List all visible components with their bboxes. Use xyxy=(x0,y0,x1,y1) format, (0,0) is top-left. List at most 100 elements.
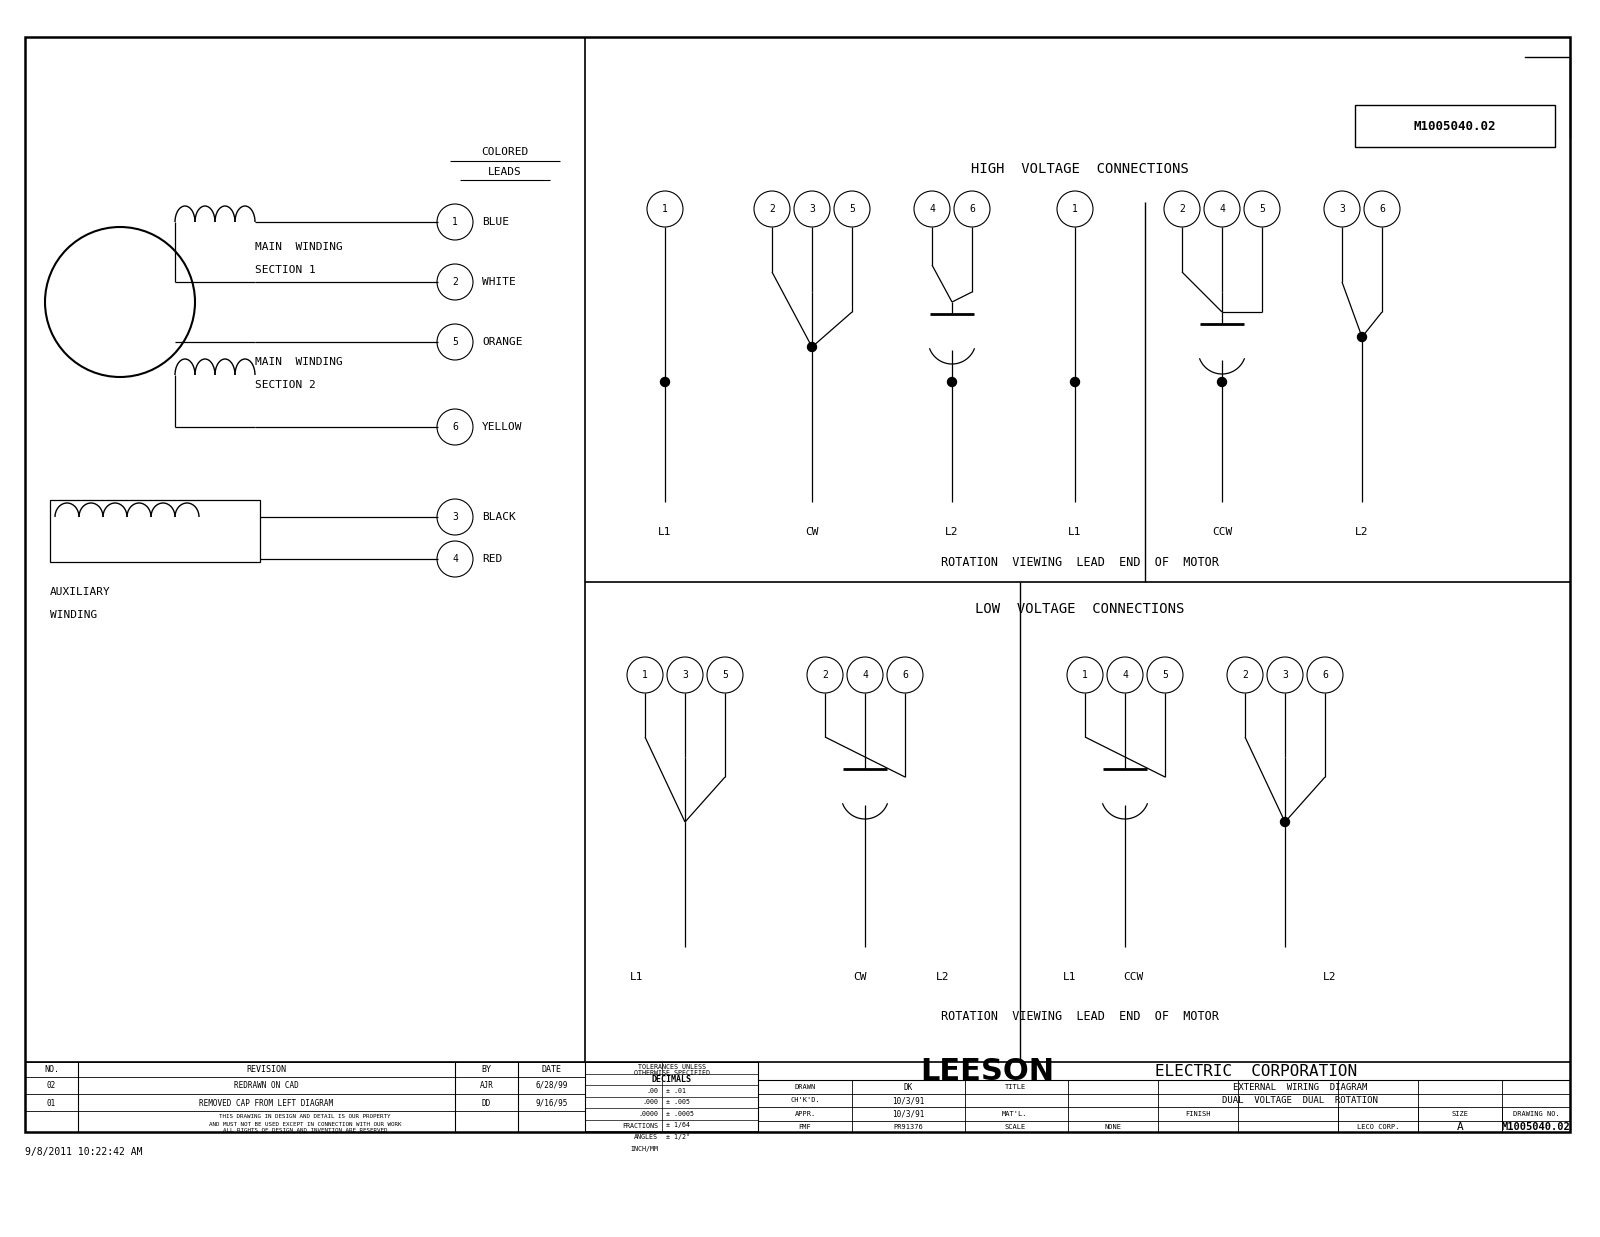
Text: 6: 6 xyxy=(970,204,974,214)
Text: 01: 01 xyxy=(46,1098,56,1107)
Text: OTHERWISE SPECIFIED: OTHERWISE SPECIFIED xyxy=(634,1070,709,1076)
Text: BLACK: BLACK xyxy=(482,512,515,522)
Circle shape xyxy=(947,377,957,386)
Text: HIGH  VOLTAGE  CONNECTIONS: HIGH VOLTAGE CONNECTIONS xyxy=(971,162,1189,176)
Text: LOW  VOLTAGE  CONNECTIONS: LOW VOLTAGE CONNECTIONS xyxy=(976,602,1184,616)
Text: TITLE: TITLE xyxy=(1005,1084,1026,1090)
Text: THIS DRAWING IN DESIGN AND DETAIL IS OUR PROPERTY: THIS DRAWING IN DESIGN AND DETAIL IS OUR… xyxy=(219,1115,390,1119)
Text: EXTERNAL  WIRING  DIAGRAM: EXTERNAL WIRING DIAGRAM xyxy=(1234,1082,1366,1091)
Text: 5: 5 xyxy=(1162,670,1168,680)
Text: FINISH: FINISH xyxy=(1186,1111,1211,1117)
Text: .0000: .0000 xyxy=(638,1111,658,1117)
Text: BLUE: BLUE xyxy=(482,216,509,228)
Text: 4: 4 xyxy=(453,554,458,564)
Text: ROTATION  VIEWING  LEAD  END  OF  MOTOR: ROTATION VIEWING LEAD END OF MOTOR xyxy=(941,1011,1219,1023)
Text: CH'K'D.: CH'K'D. xyxy=(790,1097,819,1103)
Text: SIZE: SIZE xyxy=(1451,1111,1469,1117)
Text: CCW: CCW xyxy=(1211,527,1232,537)
Text: L2: L2 xyxy=(1323,972,1336,982)
Circle shape xyxy=(1357,333,1366,341)
Text: DRAWN: DRAWN xyxy=(794,1084,816,1090)
Text: 4: 4 xyxy=(1122,670,1128,680)
Bar xyxy=(26,37,1570,1132)
Text: SECTION 1: SECTION 1 xyxy=(254,265,315,275)
Text: 2: 2 xyxy=(453,277,458,287)
Text: INCH/MM: INCH/MM xyxy=(630,1145,658,1152)
Text: RED: RED xyxy=(482,554,502,564)
Text: APPR.: APPR. xyxy=(794,1111,816,1117)
Text: MAIN  WINDING: MAIN WINDING xyxy=(254,242,342,252)
Text: DD: DD xyxy=(482,1098,491,1107)
Text: DRAWING NO.: DRAWING NO. xyxy=(1512,1111,1560,1117)
Text: 5: 5 xyxy=(453,336,458,348)
Circle shape xyxy=(808,343,816,351)
Text: 6: 6 xyxy=(902,670,907,680)
Text: 02: 02 xyxy=(46,1080,56,1090)
Text: 6: 6 xyxy=(1322,670,1328,680)
Text: 6/28/99: 6/28/99 xyxy=(536,1080,568,1090)
Text: 5: 5 xyxy=(850,204,854,214)
Text: 2: 2 xyxy=(770,204,774,214)
Text: 2: 2 xyxy=(1179,204,1186,214)
Text: ± 1/64: ± 1/64 xyxy=(666,1122,690,1128)
Text: WHITE: WHITE xyxy=(482,277,515,287)
Text: ± .01: ± .01 xyxy=(666,1089,686,1094)
Text: L1: L1 xyxy=(1069,527,1082,537)
Text: L1: L1 xyxy=(630,972,643,982)
Text: LECO CORP.: LECO CORP. xyxy=(1357,1124,1400,1131)
Text: LEADS: LEADS xyxy=(488,167,522,177)
Text: AUXILIARY: AUXILIARY xyxy=(50,588,110,597)
Text: 1: 1 xyxy=(1082,670,1088,680)
Text: 3: 3 xyxy=(453,512,458,522)
Text: 6: 6 xyxy=(1379,204,1386,214)
Text: ± .0005: ± .0005 xyxy=(666,1111,694,1117)
Text: NONE: NONE xyxy=(1104,1124,1122,1131)
Text: LEESON: LEESON xyxy=(920,1056,1054,1086)
Text: BY: BY xyxy=(482,1065,491,1075)
Text: MAT'L.: MAT'L. xyxy=(1002,1111,1027,1117)
Text: ELECTRIC  CORPORATION: ELECTRIC CORPORATION xyxy=(1155,1064,1357,1079)
Text: L2: L2 xyxy=(936,972,950,982)
Text: MAIN  WINDING: MAIN WINDING xyxy=(254,357,342,367)
Text: NO.: NO. xyxy=(45,1065,59,1075)
Text: REDRAWN ON CAD: REDRAWN ON CAD xyxy=(234,1080,299,1090)
Text: 3: 3 xyxy=(1339,204,1346,214)
Text: 4: 4 xyxy=(862,670,867,680)
Text: 4: 4 xyxy=(930,204,934,214)
Text: TOLERANCES UNLESS: TOLERANCES UNLESS xyxy=(637,1064,706,1070)
Text: PR91376: PR91376 xyxy=(893,1124,923,1131)
Text: 9/16/95: 9/16/95 xyxy=(536,1098,568,1107)
Text: DECIMALS: DECIMALS xyxy=(651,1075,691,1084)
Text: A: A xyxy=(1456,1122,1464,1132)
Text: REMOVED CAP FROM LEFT DIAGRAM: REMOVED CAP FROM LEFT DIAGRAM xyxy=(200,1098,333,1107)
Text: ORANGE: ORANGE xyxy=(482,336,523,348)
Text: 3: 3 xyxy=(682,670,688,680)
Text: 9/8/2011 10:22:42 AM: 9/8/2011 10:22:42 AM xyxy=(26,1147,142,1157)
Text: 2: 2 xyxy=(1242,670,1248,680)
Text: 10/3/91: 10/3/91 xyxy=(891,1096,925,1105)
Text: ANGLES: ANGLES xyxy=(634,1134,658,1141)
Text: 10/3/91: 10/3/91 xyxy=(891,1110,925,1118)
Text: L1: L1 xyxy=(1064,972,1077,982)
Text: FMF: FMF xyxy=(798,1124,811,1131)
Text: CW: CW xyxy=(853,972,867,982)
Text: 4: 4 xyxy=(1219,204,1226,214)
Text: WINDING: WINDING xyxy=(50,610,98,620)
Text: 3: 3 xyxy=(1282,670,1288,680)
Text: COLORED: COLORED xyxy=(482,147,528,157)
Text: 1: 1 xyxy=(1072,204,1078,214)
Text: 3: 3 xyxy=(810,204,814,214)
Text: DATE: DATE xyxy=(541,1065,562,1075)
Text: ALL RIGHTS OF DESIGN AND INVENTION ARE RESERVED: ALL RIGHTS OF DESIGN AND INVENTION ARE R… xyxy=(222,1127,387,1133)
Text: 5: 5 xyxy=(1259,204,1266,214)
Text: 1: 1 xyxy=(662,204,667,214)
Text: AND MUST NOT BE USED EXCEPT IN CONNECTION WITH OUR WORK: AND MUST NOT BE USED EXCEPT IN CONNECTIO… xyxy=(208,1122,402,1127)
Bar xyxy=(586,1063,758,1132)
Text: L2: L2 xyxy=(946,527,958,537)
Text: L1: L1 xyxy=(658,527,672,537)
Text: 5: 5 xyxy=(722,670,728,680)
Text: .000: .000 xyxy=(642,1100,658,1106)
Text: M1005040.02: M1005040.02 xyxy=(1502,1122,1570,1132)
Text: AJR: AJR xyxy=(480,1080,493,1090)
Text: FRACTIONS: FRACTIONS xyxy=(622,1122,658,1128)
